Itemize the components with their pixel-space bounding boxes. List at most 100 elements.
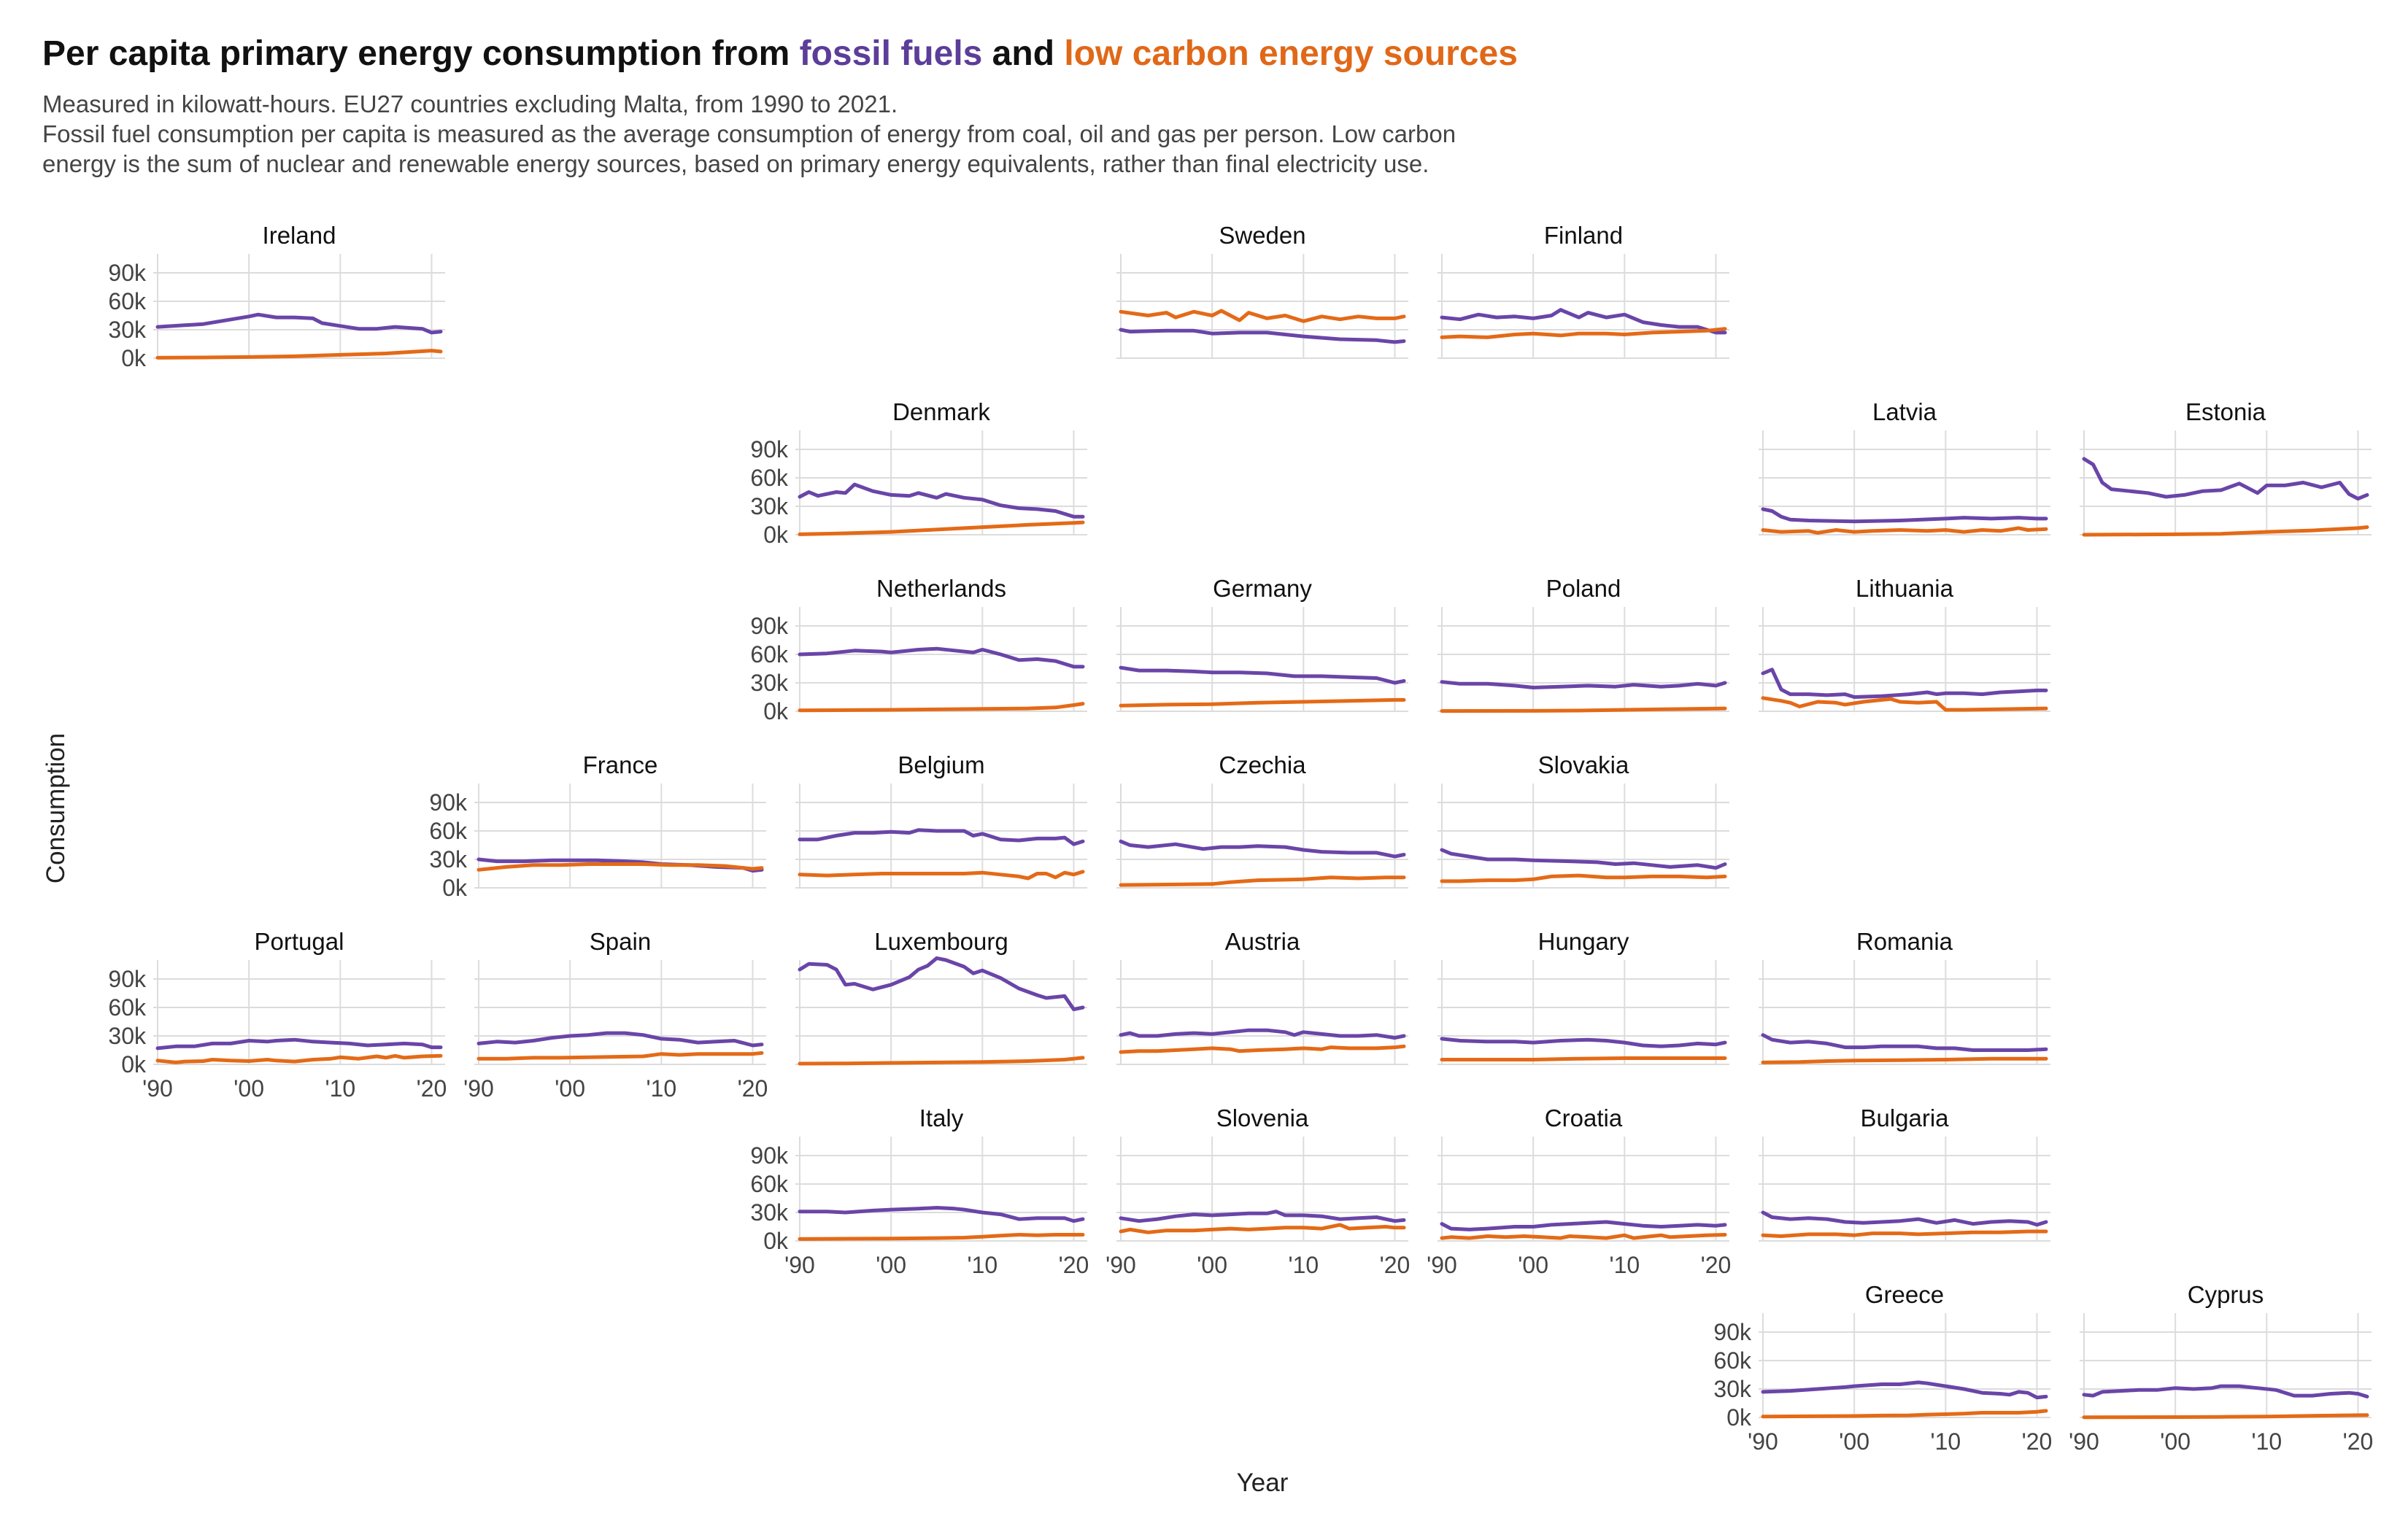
low-carbon-line-greece: [1761, 1409, 2048, 1419]
fossil-line-lithuania: [1761, 668, 2048, 699]
fossil-line-greece: [1761, 1380, 2048, 1400]
y-tick-label: 60k: [750, 465, 789, 491]
x-tick-label: '90: [1105, 1252, 1136, 1278]
panel-croatia: Croatia '90 '00 '10 '20: [1427, 1104, 1731, 1278]
fossil-line-czechia: [1119, 839, 1406, 859]
panel-poland: Poland: [1438, 575, 1729, 713]
low-carbon-line-slovenia: [1119, 1223, 1406, 1234]
x-tick-label: '20: [2343, 1428, 2374, 1455]
x-tick-label: '90: [784, 1252, 815, 1278]
y-tick-label: 90k: [750, 436, 789, 463]
y-tick-label: 60k: [750, 641, 789, 668]
panel-cyprus: Cyprus '90 '00 '10 '20: [2069, 1281, 2373, 1455]
panel-title: Spain: [590, 928, 651, 955]
fossil-line-latvia: [1761, 507, 2048, 524]
low-carbon-line-france: [476, 862, 764, 872]
panel-title: Italy: [919, 1104, 964, 1131]
panel-title: France: [583, 751, 658, 778]
fossil-line-slovakia: [1440, 848, 1727, 870]
panel-hungary: Hungary: [1438, 928, 1729, 1065]
y-tick-label: 30k: [429, 846, 468, 873]
x-tick-label: '00: [1197, 1252, 1227, 1278]
x-tick-label: '20: [417, 1075, 447, 1102]
fossil-line-netherlands: [798, 646, 1085, 669]
title-fossil-fuels: fossil fuels: [799, 34, 983, 73]
low-carbon-line-cyprus: [2082, 1413, 2369, 1420]
panel-title: Ireland: [263, 222, 336, 249]
y-tick-label: 60k: [1713, 1347, 1752, 1374]
x-tick-label: '00: [2160, 1428, 2191, 1455]
low-carbon-line-belgium: [798, 870, 1085, 881]
chart-title: Per capita primary energy consumption fr…: [42, 34, 1518, 74]
y-tick-label: 0k: [121, 1051, 147, 1078]
fossil-line-italy: [798, 1206, 1085, 1223]
panel-title: Cyprus: [2188, 1281, 2264, 1308]
panel-title: Czechia: [1219, 751, 1306, 778]
y-tick-label: 30k: [750, 493, 789, 519]
low-carbon-line-bulgaria: [1761, 1229, 2048, 1238]
fossil-line-cyprus: [2082, 1384, 2369, 1398]
y-tick-label: 30k: [750, 670, 789, 696]
panel-germany: Germany: [1116, 575, 1408, 712]
low-carbon-line-hungary: [1440, 1056, 1727, 1061]
panel-title: Greece: [1865, 1281, 1944, 1308]
panel-slovakia: Slovakia: [1438, 751, 1729, 889]
panel-slovenia: Slovenia '90 '00 '10 '20: [1105, 1104, 1410, 1278]
panel-title: Slovakia: [1538, 751, 1629, 778]
y-tick-label: 90k: [1713, 1319, 1752, 1345]
panel-title: Netherlands: [876, 575, 1006, 602]
panel-austria: Austria: [1116, 928, 1408, 1065]
low-carbon-line-luxembourg: [798, 1056, 1085, 1066]
x-tick-label: '10: [325, 1075, 355, 1102]
panel-title: Hungary: [1538, 928, 1629, 955]
low-carbon-line-denmark: [798, 520, 1085, 536]
fossil-line-slovenia: [1119, 1210, 1406, 1223]
low-carbon-line-austria: [1119, 1044, 1406, 1054]
low-carbon-line-netherlands: [798, 702, 1085, 713]
panel-spain: Spain '90 '00 '10 '20: [463, 928, 768, 1102]
y-tick-label: 90k: [108, 260, 147, 286]
panel-latvia: Latvia: [1759, 398, 2050, 535]
y-tick-label: 30k: [1713, 1376, 1752, 1402]
low-carbon-line-czechia: [1119, 875, 1406, 887]
low-carbon-line-germany: [1119, 697, 1406, 708]
subtitle-line-2: Fossil fuel consumption per capita is me…: [42, 120, 1456, 147]
fossil-line-belgium: [798, 828, 1085, 846]
low-carbon-line-finland: [1440, 327, 1727, 339]
y-tick-label: 30k: [108, 317, 147, 343]
panel-title: Croatia: [1545, 1104, 1623, 1131]
panel-bulgaria: Bulgaria: [1759, 1104, 2050, 1242]
y-tick-label: 30k: [108, 1023, 147, 1049]
low-carbon-line-portugal: [155, 1053, 443, 1064]
x-tick-label: '20: [738, 1075, 768, 1102]
panel-title: Lithuania: [1856, 575, 1954, 602]
panel-title: Denmark: [892, 398, 990, 425]
panel-title: Slovenia: [1216, 1104, 1309, 1131]
fossil-line-germany: [1119, 665, 1406, 685]
x-tick-label: '90: [1427, 1252, 1457, 1278]
panel-title: Luxembourg: [874, 928, 1008, 955]
x-tick-label: '10: [1288, 1252, 1319, 1278]
x-tick-label: '90: [2069, 1428, 2099, 1455]
fossil-line-austria: [1119, 1028, 1406, 1040]
panel-sweden: Sweden: [1116, 222, 1408, 359]
y-tick-label: 0k: [763, 698, 789, 724]
fossil-line-croatia: [1440, 1220, 1727, 1231]
x-axis-title: Year: [1237, 1469, 1289, 1497]
x-tick-label: '00: [555, 1075, 585, 1102]
title-low-carbon: low carbon energy sources: [1064, 34, 1518, 73]
y-tick-label: 90k: [750, 1142, 789, 1169]
panel-title: Sweden: [1219, 222, 1305, 249]
y-tick-label: 90k: [108, 966, 147, 992]
y-tick-label: 0k: [763, 522, 789, 548]
y-tick-label: 0k: [1726, 1404, 1752, 1431]
y-tick-label: 0k: [763, 1228, 789, 1254]
y-tick-label: 30k: [750, 1199, 789, 1226]
fossil-line-luxembourg: [798, 956, 1085, 1012]
panel-title: Germany: [1213, 575, 1312, 602]
